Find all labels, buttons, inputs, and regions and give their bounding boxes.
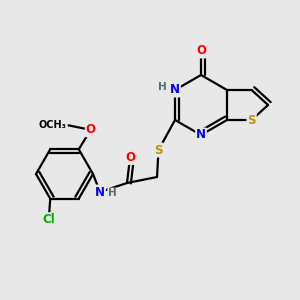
Text: N: N — [196, 128, 206, 142]
Text: S: S — [154, 143, 163, 157]
Text: S: S — [247, 113, 256, 127]
Text: N: N — [170, 83, 180, 97]
Text: N: N — [95, 185, 105, 199]
Text: H: H — [108, 188, 117, 199]
Text: OCH₃: OCH₃ — [39, 120, 67, 130]
Text: Cl: Cl — [42, 213, 55, 226]
Text: O: O — [86, 123, 96, 136]
Text: O: O — [125, 151, 135, 164]
Text: H: H — [158, 82, 167, 92]
Text: O: O — [196, 44, 206, 58]
